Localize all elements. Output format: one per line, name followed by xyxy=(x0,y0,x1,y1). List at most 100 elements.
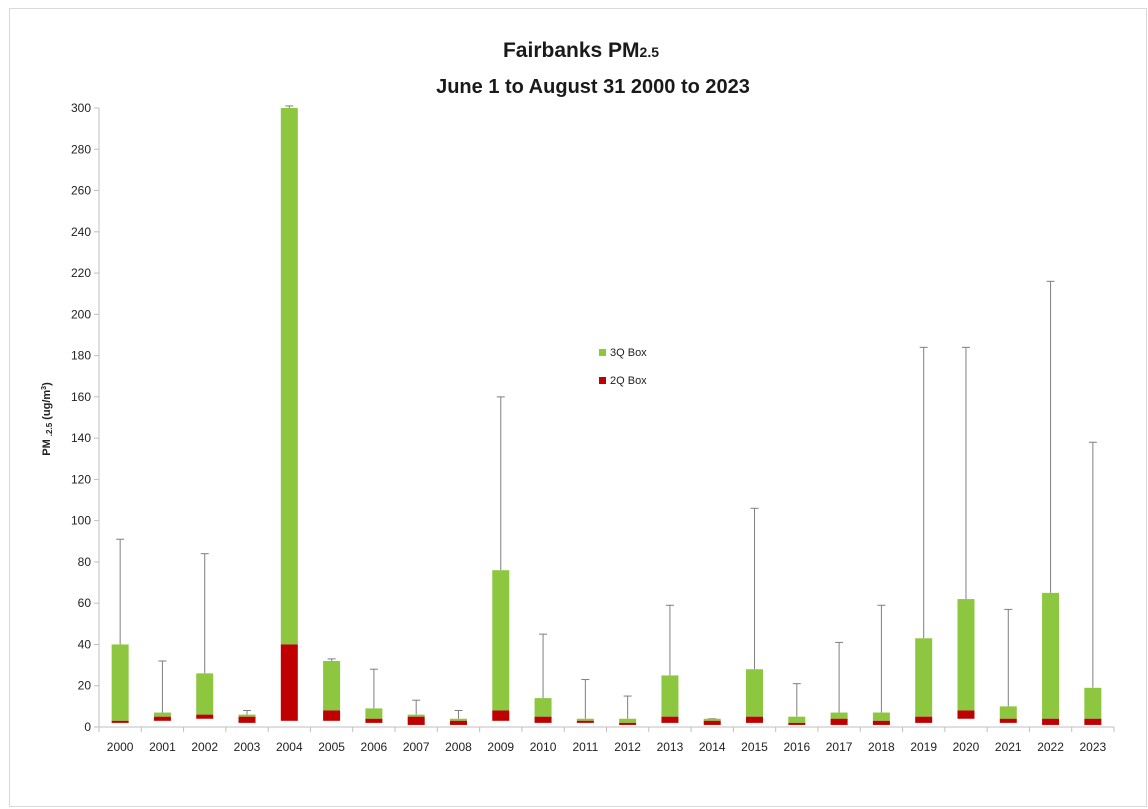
q2-box xyxy=(492,710,509,720)
legend-swatch xyxy=(599,349,606,356)
legend-swatch xyxy=(599,377,606,384)
q3-box xyxy=(619,719,636,723)
x-tick-label: 2018 xyxy=(868,740,895,754)
q2-box xyxy=(323,710,340,720)
y-tick-label: 160 xyxy=(71,390,91,404)
y-axis-label-unit: (ug/m xyxy=(41,390,53,420)
chart-svg: Fairbanks PM2.5 June 1 to August 31 2000… xyxy=(10,9,1148,808)
y-tick-label: 200 xyxy=(71,307,91,321)
q3-box xyxy=(788,717,805,723)
y-tick-label: 0 xyxy=(84,720,91,734)
q2-box xyxy=(746,717,763,723)
y-tick-label: 40 xyxy=(78,637,92,651)
y-tick-label: 80 xyxy=(78,555,92,569)
x-tick-label: 2011 xyxy=(572,740,598,754)
x-tick-label: 2008 xyxy=(445,740,472,754)
q3-box xyxy=(239,715,256,717)
plot-area: 0 20 40 60 80 100 120 140 160 180 200 220 240 260 280 3… xyxy=(71,101,1114,754)
x-tick-label: 2012 xyxy=(614,740,641,754)
x-tick-label: 2013 xyxy=(657,740,684,754)
q2-box xyxy=(831,719,848,725)
q3-box xyxy=(408,715,425,717)
y-tick-label: 220 xyxy=(71,266,91,280)
x-tick-label: 2004 xyxy=(276,740,303,754)
x-tick-label: 2017 xyxy=(826,740,853,754)
q2-box xyxy=(788,723,805,725)
q2-box xyxy=(577,721,594,723)
y-axis-label: PM .2.5 (ug/m3) xyxy=(41,382,55,456)
q2-box xyxy=(704,721,721,725)
x-tick-label: 2010 xyxy=(530,740,557,754)
x-tick-label: 2003 xyxy=(234,740,261,754)
y-tick-label: 100 xyxy=(71,514,91,528)
q2-box xyxy=(535,717,552,723)
q3-box xyxy=(492,570,509,710)
x-tick-label: 2006 xyxy=(361,740,388,754)
q2-box xyxy=(196,715,213,719)
x-tick-label: 2005 xyxy=(318,740,345,754)
chart-title-subscript: 2.5 xyxy=(640,44,660,60)
q2-box xyxy=(1042,719,1059,725)
q2-box xyxy=(619,723,636,725)
q2-box xyxy=(365,719,382,723)
x-tick-label: 2014 xyxy=(699,740,726,754)
q2-box xyxy=(408,717,425,725)
q3-box xyxy=(365,708,382,718)
q2-box xyxy=(873,721,890,725)
q3-box xyxy=(915,638,932,716)
q3-box xyxy=(1042,593,1059,719)
chart-title-main: Fairbanks PM xyxy=(503,39,640,62)
x-tick-label: 2020 xyxy=(953,740,980,754)
x-tick-label: 2019 xyxy=(910,740,937,754)
q3-box xyxy=(154,713,171,717)
q3-box xyxy=(831,713,848,719)
y-tick-label: 20 xyxy=(78,679,92,693)
y-axis-label-close: ) xyxy=(41,382,53,386)
svg-text:PM .2.5 (ug/m3: PM .2.5 (ug/m3) xyxy=(41,382,55,456)
q2-box xyxy=(661,717,678,723)
y-tick-label: 300 xyxy=(71,101,91,115)
y-tick-label: 60 xyxy=(78,596,92,610)
x-tick-label: 2016 xyxy=(783,740,810,754)
q3-box xyxy=(1084,688,1101,719)
y-axis-label-main: PM xyxy=(41,439,53,456)
q3-box xyxy=(704,719,721,721)
q3-box xyxy=(1000,706,1017,718)
q2-box xyxy=(112,721,129,723)
q3-box xyxy=(450,719,467,721)
x-tick-label: 2002 xyxy=(191,740,218,754)
chart-frame: Fairbanks PM2.5 June 1 to August 31 2000… xyxy=(9,8,1147,807)
x-tick-label: 2009 xyxy=(487,740,514,754)
q2-box xyxy=(1084,719,1101,725)
q3-box xyxy=(281,108,298,644)
q3-box xyxy=(535,698,552,717)
y-tick-label: 260 xyxy=(71,184,91,198)
y-tick-label: 240 xyxy=(71,225,91,239)
q3-box xyxy=(323,661,340,711)
chart-subtitle: June 1 to August 31 2000 to 2023 xyxy=(436,76,750,98)
q3-box xyxy=(957,599,974,710)
q2-box xyxy=(450,721,467,725)
legend-label: 3Q Box xyxy=(610,347,647,359)
y-tick-label: 140 xyxy=(71,431,91,445)
q2-box xyxy=(154,717,171,721)
q3-box xyxy=(112,644,129,720)
x-tick-label: 2007 xyxy=(403,740,430,754)
y-tick-label: 280 xyxy=(71,142,91,156)
q2-box xyxy=(239,717,256,723)
x-tick-label: 2001 xyxy=(149,740,176,754)
q3-box xyxy=(873,713,890,721)
y-tick-label: 120 xyxy=(71,472,91,486)
legend-label: 2Q Box xyxy=(610,375,647,387)
q3-box xyxy=(577,719,594,721)
x-tick-label: 2021 xyxy=(995,740,1022,754)
q2-box xyxy=(1000,719,1017,723)
x-tick-label: 2022 xyxy=(1037,740,1064,754)
y-axis-label-subscript: .2.5 xyxy=(45,422,54,436)
q3-box xyxy=(746,669,763,716)
x-tick-label: 2000 xyxy=(107,740,134,754)
q3-box xyxy=(196,673,213,714)
q2-box xyxy=(915,717,932,723)
q3-box xyxy=(661,675,678,716)
q2-box xyxy=(957,710,974,718)
